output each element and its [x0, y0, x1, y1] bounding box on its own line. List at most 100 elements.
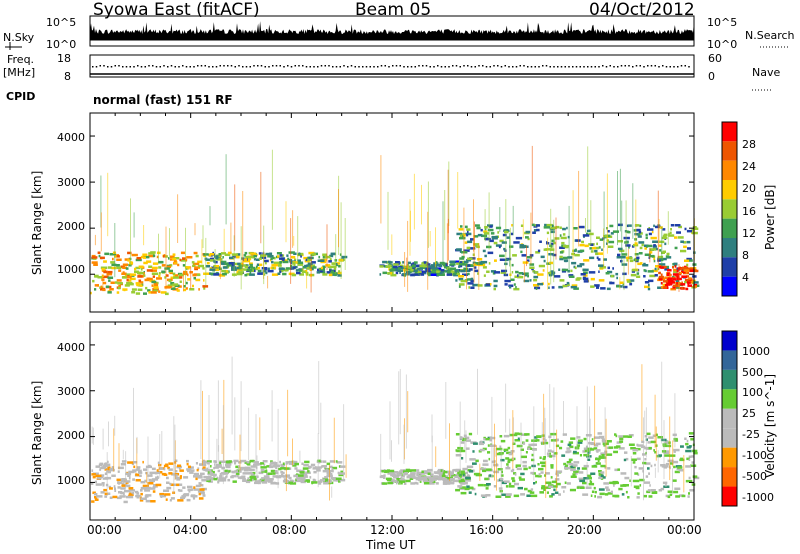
heatmap-cell: [253, 266, 256, 270]
heatmap-cell: [198, 497, 204, 500]
heatmap-cell: [137, 275, 143, 278]
heatmap-streak: [655, 426, 657, 461]
freq-dot: [624, 65, 626, 67]
heatmap-streak: [494, 423, 495, 481]
heatmap-cell: [515, 464, 521, 467]
heatmap-cell: [513, 472, 517, 475]
heatmap-cell: [288, 481, 293, 485]
heatmap-cell: [661, 465, 669, 468]
heatmap-cell: [117, 282, 123, 285]
heatmap-cell: [462, 273, 468, 276]
heatmap-cell: [99, 468, 102, 471]
heatmap-cell: [667, 490, 673, 493]
heatmap-cell: [629, 282, 633, 286]
heatmap-cell: [167, 466, 170, 470]
heatmap-cell: [526, 259, 530, 262]
heatmap-streak: [410, 210, 411, 242]
heatmap-cell: [240, 262, 244, 266]
heatmap-cell: [405, 268, 407, 272]
heatmap-cell: [460, 478, 465, 481]
heatmap-cell: [620, 256, 626, 259]
heatmap-cell: [683, 245, 687, 249]
heatmap-cell: [260, 466, 267, 469]
heatmap-cell: [579, 454, 582, 457]
freq-dot: [470, 66, 473, 68]
heatmap-cell: [319, 259, 325, 262]
heatmap-cell: [693, 269, 699, 273]
heatmap-cell: [617, 468, 620, 471]
heatmap-cell: [295, 265, 298, 269]
heatmap-cell: [538, 264, 545, 268]
heatmap-streak: [91, 426, 93, 444]
heatmap-cell: [139, 284, 143, 287]
heatmap-streak: [447, 218, 449, 261]
heatmap-cell: [255, 265, 258, 269]
heatmap-cell: [295, 478, 297, 481]
heatmap-streak: [310, 255, 312, 293]
heatmap-cell: [565, 450, 570, 454]
power-cbar-tick-16: 16: [742, 205, 756, 218]
heatmap-cell: [94, 480, 97, 484]
heatmap-cell: [303, 473, 307, 477]
heatmap-cell: [414, 481, 418, 485]
heatmap-streak: [630, 456, 632, 487]
heatmap-cell: [390, 473, 394, 476]
heatmap-cell: [587, 474, 592, 478]
heatmap-cell: [662, 481, 668, 485]
heatmap-streak: [317, 433, 319, 488]
heatmap-cell: [591, 246, 597, 250]
heatmap-cell: [638, 252, 643, 255]
heatmap-cell: [548, 286, 550, 289]
heatmap-cell: [600, 464, 606, 468]
heatmap-cell: [641, 243, 644, 247]
heatmap-cell: [686, 275, 690, 278]
heatmap-cell: [264, 261, 267, 265]
freq-dot: [260, 65, 263, 67]
heatmap-cell: [409, 477, 414, 480]
heatmap-cell: [473, 266, 477, 269]
freq-dot: [193, 66, 195, 68]
heatmap-cell: [137, 473, 140, 477]
heatmap-cell: [632, 452, 637, 455]
heatmap-cell: [692, 285, 698, 288]
freq-dot: [437, 65, 439, 67]
heatmap-cell: [126, 281, 133, 285]
power-ytick-1000: 1000: [57, 263, 85, 276]
heatmap-cell: [687, 284, 693, 287]
heatmap-cell: [300, 478, 306, 481]
heatmap-cell: [219, 475, 222, 478]
heatmap-cell: [104, 476, 112, 480]
heatmap-cell: [688, 492, 690, 495]
heatmap-cell: [456, 248, 462, 251]
velocity-ytick-4000: 4000: [57, 341, 85, 354]
heatmap-cell: [583, 259, 590, 262]
freq-dot: [125, 66, 128, 68]
heatmap-cell: [266, 465, 270, 468]
heatmap-cell: [680, 249, 687, 253]
heatmap-cell: [116, 266, 122, 270]
heatmap-cell: [118, 491, 123, 494]
freq-dot: [140, 66, 143, 68]
freq-dot: [350, 65, 353, 67]
heatmap-cell: [304, 270, 308, 273]
heatmap-cell: [120, 481, 122, 484]
heatmap-cell: [148, 291, 152, 294]
velocity-cbar-segment: [722, 408, 737, 429]
heatmap-cell: [122, 271, 125, 274]
heatmap-cell: [583, 464, 589, 468]
heatmap-cell: [585, 486, 592, 489]
heatmap-cell: [645, 475, 649, 478]
heatmap-cell: [634, 465, 637, 469]
heatmap-cell: [601, 454, 605, 457]
heatmap-cell: [435, 261, 438, 264]
heatmap-cell: [554, 491, 559, 494]
heatmap-cell: [531, 458, 535, 462]
heatmap-cell: [91, 469, 94, 472]
heatmap-cell: [142, 484, 149, 488]
heatmap-cell: [667, 277, 672, 280]
heatmap-cell: [285, 461, 292, 464]
heatmap-cell: [306, 266, 310, 270]
heatmap-cell: [320, 266, 323, 270]
heatmap-cell: [526, 494, 531, 497]
heatmap-cell: [291, 273, 297, 277]
